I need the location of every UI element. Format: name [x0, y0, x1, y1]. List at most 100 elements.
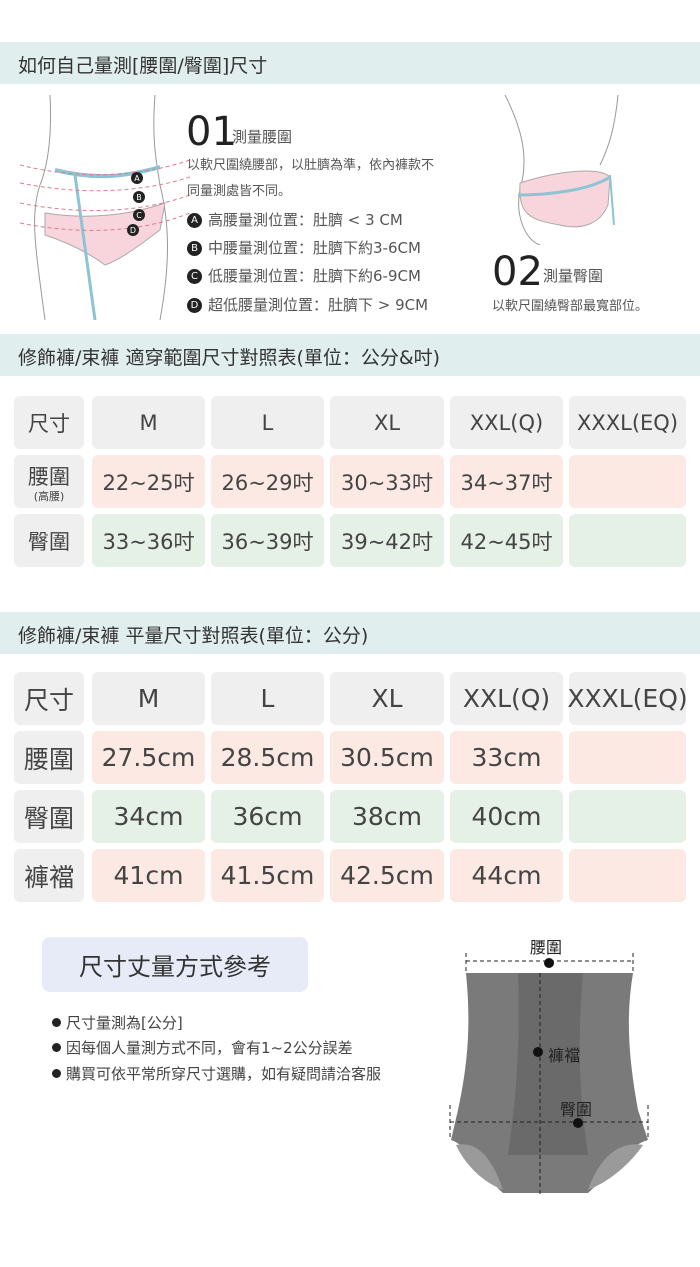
cell-text: M	[139, 410, 158, 435]
svg-text:C: C	[136, 211, 142, 220]
reference-title-box: 尺寸丈量方式參考	[42, 937, 308, 992]
diagram-label-waist: 腰圍	[530, 938, 563, 957]
point-d: D 超低腰量測位置：肚臍下 > 9CM	[187, 294, 428, 315]
badge-c: C	[187, 269, 202, 284]
cell-text: L	[261, 410, 274, 435]
row-label: 腰圍 (高腰)	[14, 455, 84, 508]
row-header-label: 尺寸	[14, 396, 84, 449]
column-header: XXL(Q)	[450, 672, 563, 725]
table-cell: 33~36吋	[92, 514, 205, 567]
svg-text:D: D	[130, 226, 136, 235]
cell-text: XL	[373, 410, 401, 435]
point-text: 中腰量測位置：肚臍下約3-6CM	[208, 239, 421, 257]
cell-text: 33cm	[471, 743, 542, 772]
table1-title: 修飾褲/束褲 適穿範圍尺寸對照表(單位：公分&吋)	[18, 347, 441, 369]
step-number-02: 02	[492, 249, 543, 295]
section-header-table1: 修飾褲/束褲 適穿範圍尺寸對照表(單位：公分&吋)	[0, 334, 700, 376]
table-cell	[569, 455, 686, 508]
table-cell	[569, 731, 686, 784]
section-header-measure: 如何自己量測[腰圍/臀圍]尺寸	[0, 42, 700, 84]
cell-text: 42~45吋	[460, 529, 553, 554]
hip-desc: 以軟尺圍繞臀部最寬部位。	[492, 299, 649, 314]
cell-text: 臀圍	[28, 529, 70, 554]
cell-text: 41.5cm	[220, 861, 315, 890]
cell-text: 褲襠	[23, 862, 74, 892]
column-header: M	[92, 396, 205, 449]
cell-text: XXL(Q)	[469, 410, 544, 435]
cell-text: XXXL(EQ)	[576, 410, 679, 435]
column-header: L	[211, 672, 324, 725]
cell-text: 腰圍	[28, 464, 70, 489]
point-text: 高腰量測位置：肚臍 < 3 CM	[208, 211, 403, 229]
cell-text: 30.5cm	[340, 743, 434, 772]
pants-diagram	[449, 953, 649, 1197]
column-header: XXXL(EQ)	[567, 672, 688, 725]
table-cell: 26~29吋	[211, 455, 324, 508]
table-cell: 30.5cm	[330, 731, 444, 784]
cell-text: XL	[371, 684, 403, 713]
column-header: XXXL(EQ)	[569, 396, 686, 449]
hip-heading: 測量臀圍	[543, 267, 604, 285]
cell-text: M	[137, 684, 160, 713]
row-label: 褲襠	[14, 849, 84, 902]
table-cell: 34cm	[92, 790, 205, 843]
point-a: A 高腰量測位置：肚臍 < 3 CM	[187, 209, 403, 230]
point-text: 低腰量測位置：肚臍下約6-9CM	[208, 267, 421, 285]
diagram-label-hip: 臀圍	[560, 1100, 593, 1119]
cell-text: 尺寸	[28, 411, 70, 436]
cell-subtext: (高腰)	[33, 489, 65, 503]
table-cell: 39~42吋	[330, 514, 444, 567]
cell-text: 38cm	[352, 802, 422, 831]
column-header: XL	[330, 672, 444, 725]
table-cell: 44cm	[450, 849, 563, 902]
cell-text: 33~36吋	[102, 529, 195, 554]
waist-heading: 測量腰圍	[232, 128, 293, 146]
cell-text: 30~33吋	[340, 470, 434, 495]
cell-text: 28.5cm	[220, 743, 315, 772]
table-cell	[569, 849, 686, 902]
cell-text: 臀圍	[23, 803, 74, 833]
table-cell: 41.5cm	[211, 849, 324, 902]
cell-text: 41cm	[113, 861, 184, 890]
cell-text: 42.5cm	[340, 861, 434, 890]
table2-title: 修飾褲/束褲 平量尺寸對照表(單位：公分)	[18, 625, 369, 647]
cell-text: XXL(Q)	[462, 684, 551, 713]
reference-title: 尺寸丈量方式參考	[79, 953, 271, 981]
cell-text: 34cm	[113, 802, 184, 831]
svg-text:A: A	[134, 174, 140, 183]
table-cell: 40cm	[450, 790, 563, 843]
table-cell: 22~25吋	[92, 455, 205, 508]
cell-text: 36~39吋	[221, 529, 314, 554]
row-label: 臀圍	[14, 790, 84, 843]
table-cell: 28.5cm	[211, 731, 324, 784]
cell-text: 34~37吋	[460, 470, 553, 495]
point-b: B 中腰量測位置：肚臍下約3-6CM	[187, 237, 421, 258]
row-header-label: 尺寸	[14, 672, 84, 725]
section-title: 如何自己量測[腰圍/臀圍]尺寸	[18, 55, 268, 77]
column-header: XL	[330, 396, 444, 449]
cell-text: 27.5cm	[101, 743, 196, 772]
table-cell	[569, 514, 686, 567]
cell-text: 39~42吋	[340, 529, 434, 554]
waist-measure-illustration: A BCD	[20, 95, 190, 320]
bullet-item: 因每個人量測方式不同，會有1~2公分誤差	[52, 1037, 353, 1058]
table-cell: 30~33吋	[330, 455, 444, 508]
cell-text: 尺寸	[23, 685, 74, 715]
waist-desc: 以軟尺圍繞腰部，以肚臍為準，依內褲款不	[187, 158, 435, 173]
badge-d: D	[187, 298, 202, 313]
diagram-label-rise: 褲襠	[548, 1046, 581, 1065]
row-label: 臀圍	[14, 514, 84, 567]
cell-text: L	[260, 684, 275, 713]
waist-desc-2: 同量測處皆不同。	[187, 184, 292, 199]
table-cell: 27.5cm	[92, 731, 205, 784]
badge-b: B	[187, 241, 202, 256]
svg-text:B: B	[136, 193, 142, 202]
cell-text: 40cm	[471, 802, 542, 831]
table-cell: 42.5cm	[330, 849, 444, 902]
point-c: C 低腰量測位置：肚臍下約6-9CM	[187, 265, 421, 286]
bullet-item: 購買可依平常所穿尺寸選購，如有疑問請洽客服	[52, 1063, 381, 1084]
table-cell: 34~37吋	[450, 455, 563, 508]
cell-text: 26~29吋	[221, 470, 314, 495]
cell-text: 36cm	[232, 802, 303, 831]
bullet-item: 尺寸量測為[公分]	[52, 1012, 183, 1033]
